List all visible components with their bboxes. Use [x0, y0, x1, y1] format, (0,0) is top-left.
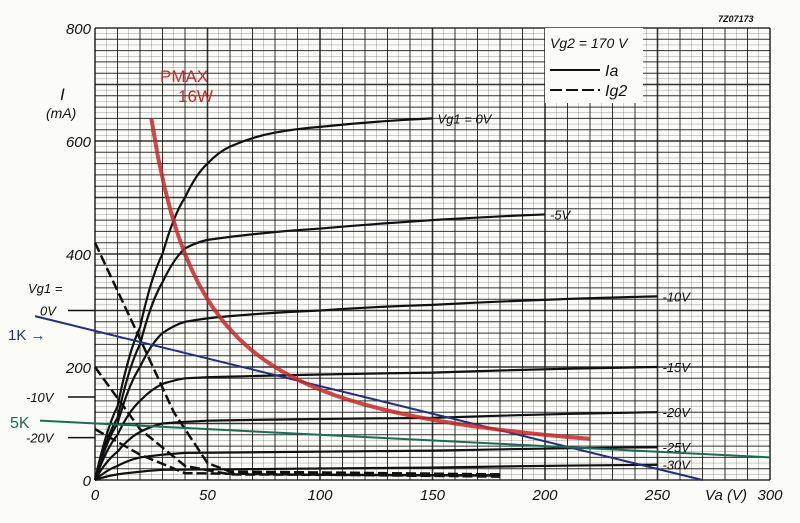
- curve-label: -10V: [663, 289, 692, 304]
- y-tick-label: 400: [66, 247, 92, 264]
- load-line-5k: [39, 419, 771, 459]
- y-tick-label: 200: [65, 360, 92, 377]
- legend-condition: Vg2 = 170 V: [550, 35, 629, 51]
- vg1-left-label: -10V: [26, 390, 55, 405]
- figure-code: 7Z07173: [718, 14, 754, 24]
- load-line-1k: [34, 315, 703, 481]
- x-tick-label: 50: [199, 487, 216, 504]
- x-tick-label: 300: [757, 487, 783, 504]
- curve-label: -15V: [663, 360, 692, 375]
- vg1-left-label: Vg1 =: [28, 281, 63, 296]
- ia-curve: [93, 295, 658, 481]
- legend-label-Ia: Ia: [605, 63, 618, 80]
- y-tick-label: 600: [66, 134, 92, 151]
- pmax-value: 16W: [178, 87, 213, 106]
- curve-label: Vg1 = 0V: [438, 111, 493, 126]
- curve-label: -30V: [663, 458, 692, 473]
- curve-label: -5V: [550, 207, 572, 222]
- x-tick-label: 150: [420, 487, 446, 504]
- ia-curve: [93, 117, 433, 481]
- load-5k-label: 5K: [10, 415, 30, 432]
- ia-curve: [94, 411, 658, 481]
- ia-curve: [93, 365, 658, 481]
- x-tick-label: 200: [531, 487, 558, 504]
- y-tick-label: 800: [66, 21, 92, 38]
- ig2-curve: [93, 366, 501, 477]
- y-tick-label: 0: [83, 473, 92, 490]
- curve-label: -20V: [663, 405, 692, 420]
- x-tick-label: 250: [644, 487, 671, 504]
- ig2-curve: [93, 242, 501, 476]
- ia-curve: [94, 463, 658, 482]
- y-axis-label: I: [60, 85, 65, 104]
- x-tick-label: 0: [91, 487, 100, 504]
- x-tick-label: 100: [307, 487, 333, 504]
- vg1-left-label: -20V: [26, 431, 55, 446]
- ia-curve: [94, 446, 658, 481]
- pmax-curve: [149, 118, 591, 441]
- ig2-curve: [94, 428, 501, 478]
- legend-label-Ig2: Ig2: [605, 83, 627, 100]
- y-axis-unit: (mA): [46, 105, 76, 121]
- pmax-label: PMAX: [160, 67, 208, 86]
- load-1k-label: 1K →: [8, 327, 46, 344]
- vg1-left-label: 0V: [40, 304, 57, 319]
- x-axis-label: Va (V): [705, 487, 747, 504]
